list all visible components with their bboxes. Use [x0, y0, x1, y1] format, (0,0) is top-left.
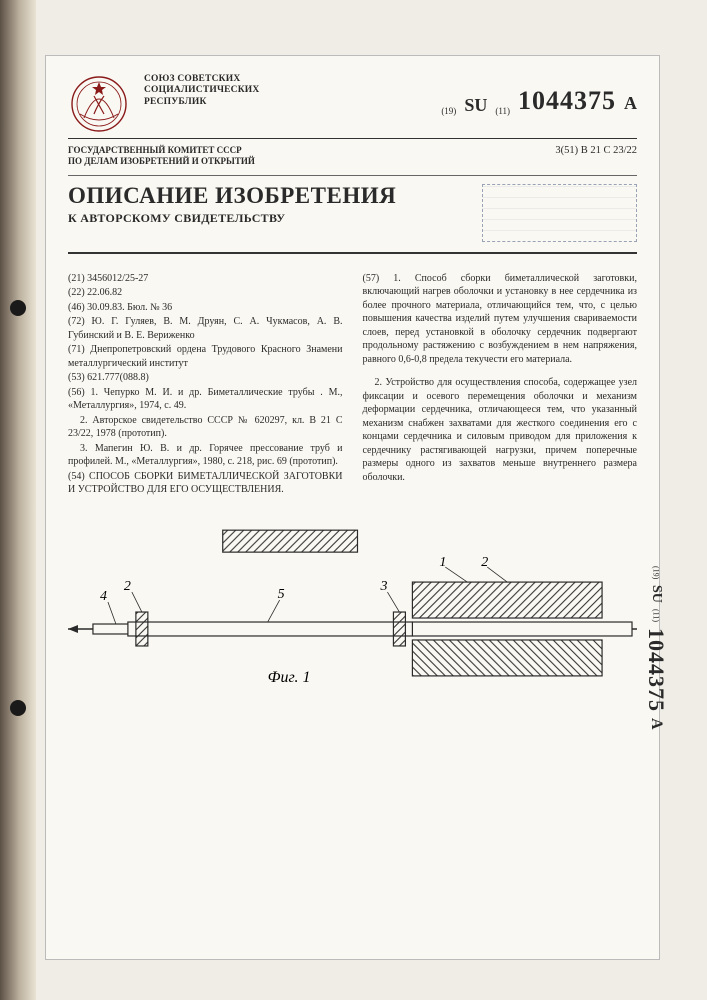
figure-caption: Фиг. 1	[268, 668, 311, 685]
label-2: 2	[481, 555, 488, 570]
ipc-code: 3(51) В 21 С 23/22	[555, 145, 637, 167]
field-46: (46) 30.09.83. Бюл. № 36	[68, 301, 343, 315]
document-page: СОЮЗ СОВЕТСКИХ СОЦИАЛИСТИЧЕСКИХ РЕСПУБЛИ…	[45, 55, 660, 960]
field-21: (21) 3456012/25-27	[68, 272, 343, 286]
field-71: (71) Днепропетровский ордена Трудового К…	[68, 343, 343, 370]
library-stamp	[482, 184, 637, 242]
abstract-p2: 2. Устройство для осуществления способа,…	[363, 376, 638, 484]
side-su-prefix: (19)	[652, 566, 661, 579]
binding-strip	[0, 0, 36, 1000]
union-line1: СОЮЗ СОВЕТСКИХ	[144, 74, 259, 85]
side-number: 1044375	[643, 628, 669, 712]
side-su: SU	[648, 585, 664, 603]
figure-1: 1 2 3 4 2 5 Фиг. 1	[68, 522, 637, 732]
field-22: (22) 22.06.82	[68, 286, 343, 300]
label-2b: 2	[124, 579, 131, 594]
body-columns: (21) 3456012/25-27 (22) 22.06.82 (46) 30…	[68, 272, 637, 498]
office-name: ГОСУДАРСТВЕННЫЙ КОМИТЕТ СССР ПО ДЕЛАМ ИЗ…	[68, 145, 255, 167]
field-54: (54) СПОСОБ СБОРКИ БИМЕТАЛЛИЧЕСКОЙ ЗАГОТ…	[68, 470, 343, 497]
side-num-prefix: (11)	[652, 609, 661, 622]
title-main: ОПИСАНИЕ ИЗОБРЕТЕНИЯ	[68, 184, 396, 207]
field-53: (53) 621.777(088.8)	[68, 371, 343, 385]
abstract-p1: (57) 1. Способ сборки биметаллической за…	[363, 272, 638, 367]
office-line2: ПО ДЕЛАМ ИЗОБРЕТЕНИЙ И ОТКРЫТИЙ	[68, 156, 255, 167]
ussr-emblem	[68, 74, 130, 134]
ref-3: 3. Мапегин Ю. В. и др. Горячее прессован…	[68, 442, 343, 469]
publication-number: 1044375	[518, 86, 616, 116]
publication-codes: (19) SU (11) 1044375 A	[441, 74, 637, 116]
header-row: СОЮЗ СОВЕТСКИХ СОЦИАЛИСТИЧЕСКИХ РЕСПУБЛИ…	[68, 74, 637, 134]
field-72: (72) Ю. Г. Гуляев, В. М. Друян, С. А. Чу…	[68, 315, 343, 342]
rule	[68, 138, 637, 139]
rule	[68, 175, 637, 176]
union-line3: РЕСПУБЛИК	[144, 97, 259, 108]
country-code: SU	[464, 95, 487, 116]
num-prefix: (11)	[495, 106, 510, 116]
title-sub: К АВТОРСКОМУ СВИДЕТЕЛЬСТВУ	[68, 211, 396, 226]
label-5: 5	[278, 587, 285, 602]
title-text: ОПИСАНИЕ ИЗОБРЕТЕНИЯ К АВТОРСКОМУ СВИДЕТ…	[68, 184, 396, 226]
rule-heavy	[68, 252, 637, 254]
kind-code: A	[624, 93, 637, 116]
union-line2: СОЦИАЛИСТИЧЕСКИХ	[144, 85, 259, 96]
label-3: 3	[379, 579, 387, 594]
title-block: ОПИСАНИЕ ИЗОБРЕТЕНИЯ К АВТОРСКОМУ СВИДЕТ…	[68, 184, 637, 242]
office-line1: ГОСУДАРСТВЕННЫЙ КОМИТЕТ СССР	[68, 145, 255, 156]
left-column: (21) 3456012/25-27 (22) 22.06.82 (46) 30…	[68, 272, 343, 498]
union-name: СОЮЗ СОВЕТСКИХ СОЦИАЛИСТИЧЕСКИХ РЕСПУБЛИ…	[144, 74, 259, 108]
side-kind: A	[647, 718, 665, 730]
punch-hole	[10, 700, 26, 716]
punch-hole	[10, 300, 26, 316]
figure-svg: 1 2 3 4 2 5 Фиг. 1	[68, 522, 637, 732]
su-prefix: (19)	[441, 106, 456, 116]
right-column: (57) 1. Способ сборки биметаллической за…	[363, 272, 638, 498]
label-1: 1	[439, 555, 446, 570]
label-4: 4	[100, 589, 107, 604]
side-publication-code: (19) SU (11) 1044375 A	[643, 566, 669, 730]
field-56: (56) 1. Чепурко М. И. и др. Биметалличес…	[68, 386, 343, 413]
office-row: ГОСУДАРСТВЕННЫЙ КОМИТЕТ СССР ПО ДЕЛАМ ИЗ…	[68, 145, 637, 167]
ref-2: 2. Авторское свидетельство СССР № 620297…	[68, 414, 343, 441]
